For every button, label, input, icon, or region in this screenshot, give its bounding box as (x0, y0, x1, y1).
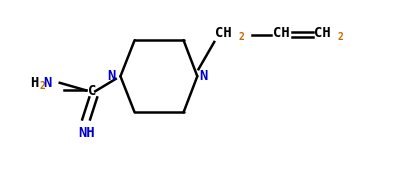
Text: CH: CH (215, 26, 232, 40)
Text: NH: NH (78, 126, 94, 140)
Text: 2: 2 (39, 81, 45, 91)
Text: CH: CH (273, 26, 289, 40)
Text: N: N (199, 69, 208, 83)
Text: H: H (30, 76, 38, 90)
Text: N: N (107, 69, 116, 83)
Text: N: N (44, 76, 52, 90)
Text: C: C (88, 84, 96, 98)
Text: 2: 2 (239, 32, 245, 42)
Text: CH: CH (314, 26, 330, 40)
Text: 2: 2 (337, 32, 343, 42)
